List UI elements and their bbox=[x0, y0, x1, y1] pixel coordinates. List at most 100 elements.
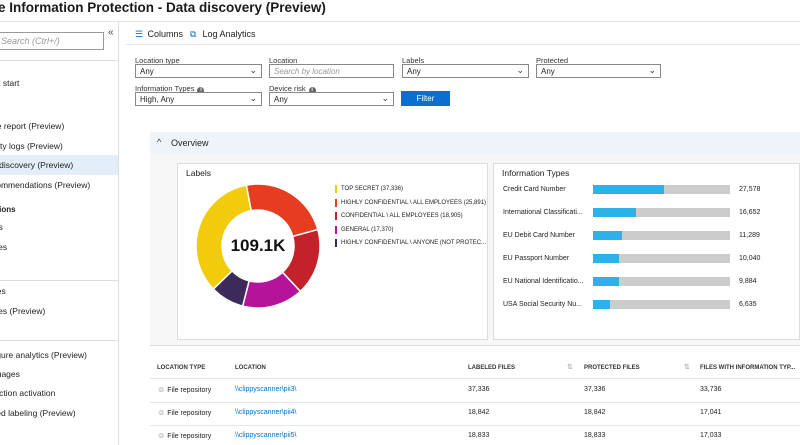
info-types-select[interactable]: High, Any ⌄ bbox=[135, 92, 262, 106]
info-type-bar bbox=[593, 254, 730, 263]
protected-value: Any bbox=[541, 67, 555, 76]
location-type-select[interactable]: Any ⌄ bbox=[135, 64, 262, 78]
sidebar-item[interactable]: commendations (Preview) bbox=[0, 175, 118, 195]
sidebar-item[interactable]: els bbox=[0, 217, 118, 237]
results-table bbox=[150, 345, 800, 445]
legend-swatch bbox=[335, 198, 337, 207]
protected-select[interactable]: Any ⌄ bbox=[536, 64, 661, 78]
sidebar-item[interactable]: tection activation bbox=[0, 383, 118, 403]
location-link[interactable]: \\clippyscanner\pii5\ bbox=[235, 432, 297, 439]
info-type-row[interactable]: EU Passport Number 10,040 bbox=[503, 253, 793, 265]
device-risk-value: Any bbox=[274, 95, 288, 104]
filter-button[interactable]: Filter bbox=[401, 91, 450, 106]
info-type-bar-fill bbox=[593, 185, 665, 194]
overview-label: Overview bbox=[171, 138, 209, 148]
info-icon[interactable]: i bbox=[197, 87, 205, 94]
table-cell: 37,336 bbox=[468, 386, 490, 393]
search-input[interactable]: Search (Ctrl+/) bbox=[0, 32, 104, 50]
column-header[interactable]: LABELED FILES bbox=[468, 365, 516, 371]
sidebar-item-label: figure analytics (Preview) bbox=[0, 350, 87, 360]
info-type-row[interactable]: EU National Identificatio... 9,884 bbox=[503, 276, 793, 288]
info-types-card-title: Information Types bbox=[502, 168, 570, 178]
info-type-label: EU Passport Number bbox=[503, 255, 570, 262]
sidebar-item[interactable]: fied labeling (Preview) bbox=[0, 403, 118, 423]
chevron-down-icon: ⌄ bbox=[648, 65, 656, 75]
table-cell: ♲ File repository bbox=[158, 386, 211, 394]
legend-item[interactable]: HIGHLY CONFIDENTIAL \ ANYONE (NOT PROTEC… bbox=[341, 240, 487, 246]
info-types-label-text: Information Types bbox=[135, 84, 195, 93]
info-type-bar bbox=[593, 208, 730, 217]
sidebar-item[interactable]: files (Preview) bbox=[0, 301, 118, 321]
legend-item[interactable]: CONFIDENTIAL \ ALL EMPLOYEES (18,905) bbox=[341, 213, 463, 219]
info-type-row[interactable]: International Classificati... 16,652 bbox=[503, 207, 793, 219]
legend-item[interactable]: HIGHLY CONFIDENTIAL \ ALL EMPLOYEES (25,… bbox=[341, 199, 487, 206]
column-header[interactable]: LOCATION TYPE bbox=[157, 365, 206, 371]
location-search-input[interactable]: Search by location bbox=[269, 64, 394, 78]
column-header[interactable]: FILES WITH INFORMATION TYP... bbox=[700, 365, 796, 371]
sidebar-item-label: des bbox=[0, 286, 6, 296]
table-cell: ♲ File repository bbox=[158, 409, 211, 417]
info-type-bar bbox=[593, 300, 730, 309]
device-risk-label: Device risk i bbox=[269, 84, 316, 94]
column-header[interactable]: PROTECTED FILES bbox=[584, 365, 640, 371]
location-type-text: File repository bbox=[167, 410, 212, 417]
info-type-row[interactable]: Credit Card Number 27,578 bbox=[503, 184, 793, 196]
sidebar-item[interactable]: des bbox=[0, 281, 118, 301]
column-header[interactable]: LOCATION bbox=[235, 365, 266, 371]
sidebar-item-label: files (Preview) bbox=[0, 306, 46, 316]
log-analytics-button[interactable]: ⧉ Log Analytics bbox=[190, 29, 256, 40]
sidebar-item[interactable]: a discovery (Preview) bbox=[0, 155, 118, 175]
info-type-row[interactable]: USA Social Security Nu... 6,635 bbox=[503, 299, 793, 311]
legend-swatch bbox=[335, 225, 337, 234]
divider bbox=[0, 280, 118, 281]
donut-slice[interactable] bbox=[245, 183, 319, 238]
sidebar-item[interactable]: ge report (Preview) bbox=[0, 116, 118, 136]
info-types-label: Information Types i bbox=[135, 84, 205, 94]
sidebar-item[interactable]: ivity logs (Preview) bbox=[0, 136, 118, 156]
sidebar-item[interactable]: figure analytics (Preview) bbox=[0, 345, 118, 365]
chevron-up-icon: ^ bbox=[157, 137, 162, 147]
info-type-row[interactable]: EU Debit Card Number 11,289 bbox=[503, 230, 793, 242]
info-type-label: USA Social Security Nu... bbox=[503, 301, 582, 308]
legend-item[interactable]: TOP SECRET (37,336) bbox=[341, 186, 404, 192]
info-type-bar-fill bbox=[593, 231, 623, 240]
location-link[interactable]: \\clippyscanner\pii3\ bbox=[235, 386, 297, 393]
info-type-label: EU National Identificatio... bbox=[503, 278, 584, 285]
sort-icon[interactable]: ⇅ bbox=[567, 364, 573, 371]
sidebar-item-label: tection activation bbox=[0, 388, 56, 398]
labels-card-title: Labels bbox=[186, 168, 212, 178]
info-type-bar-fill bbox=[593, 208, 637, 217]
device-risk-label-text: Device risk bbox=[269, 84, 306, 93]
info-type-value: 11,289 bbox=[739, 232, 760, 239]
labels-select[interactable]: Any ⌄ bbox=[402, 64, 529, 78]
sidebar-item[interactable]: ck start bbox=[0, 73, 118, 93]
toolbar-divider bbox=[126, 44, 800, 45]
chevron-down-icon: ⌄ bbox=[381, 93, 389, 103]
overview-header[interactable]: ^ Overview bbox=[150, 132, 800, 154]
donut-slice[interactable] bbox=[195, 184, 253, 291]
info-type-label: Credit Card Number bbox=[503, 186, 566, 193]
page-title: e Information Protection - Data discover… bbox=[0, 0, 326, 15]
divider bbox=[150, 402, 800, 403]
table-cell: 33,736 bbox=[700, 386, 722, 393]
protected-label: Protected bbox=[536, 56, 569, 65]
recycle-icon: ♲ bbox=[158, 410, 165, 417]
sidebar-item[interactable]: cies bbox=[0, 237, 118, 257]
info-type-label: EU Debit Card Number bbox=[503, 232, 575, 239]
info-icon[interactable]: i bbox=[308, 87, 316, 94]
donut-slice[interactable] bbox=[212, 269, 251, 307]
title-bar: e Information Protection - Data discover… bbox=[0, 0, 800, 22]
sidebar-item-label: ivity logs (Preview) bbox=[0, 141, 63, 151]
sidebar-item-label: ations bbox=[0, 205, 16, 214]
collapse-sidebar-icon[interactable]: « bbox=[108, 27, 114, 38]
legend-item[interactable]: GENERAL (17,370) bbox=[341, 226, 394, 233]
location-link[interactable]: \\clippyscanner\pii4\ bbox=[235, 409, 297, 416]
sort-icon[interactable]: ⇅ bbox=[684, 364, 690, 371]
recycle-icon: ♲ bbox=[158, 433, 165, 440]
info-type-bar-fill bbox=[593, 300, 611, 309]
divider bbox=[0, 60, 118, 61]
device-risk-select[interactable]: Any ⌄ bbox=[269, 92, 394, 106]
columns-button[interactable]: ☰ Columns bbox=[135, 29, 183, 40]
sidebar-item[interactable]: guages bbox=[0, 364, 118, 384]
info-type-bar-fill bbox=[593, 277, 619, 286]
